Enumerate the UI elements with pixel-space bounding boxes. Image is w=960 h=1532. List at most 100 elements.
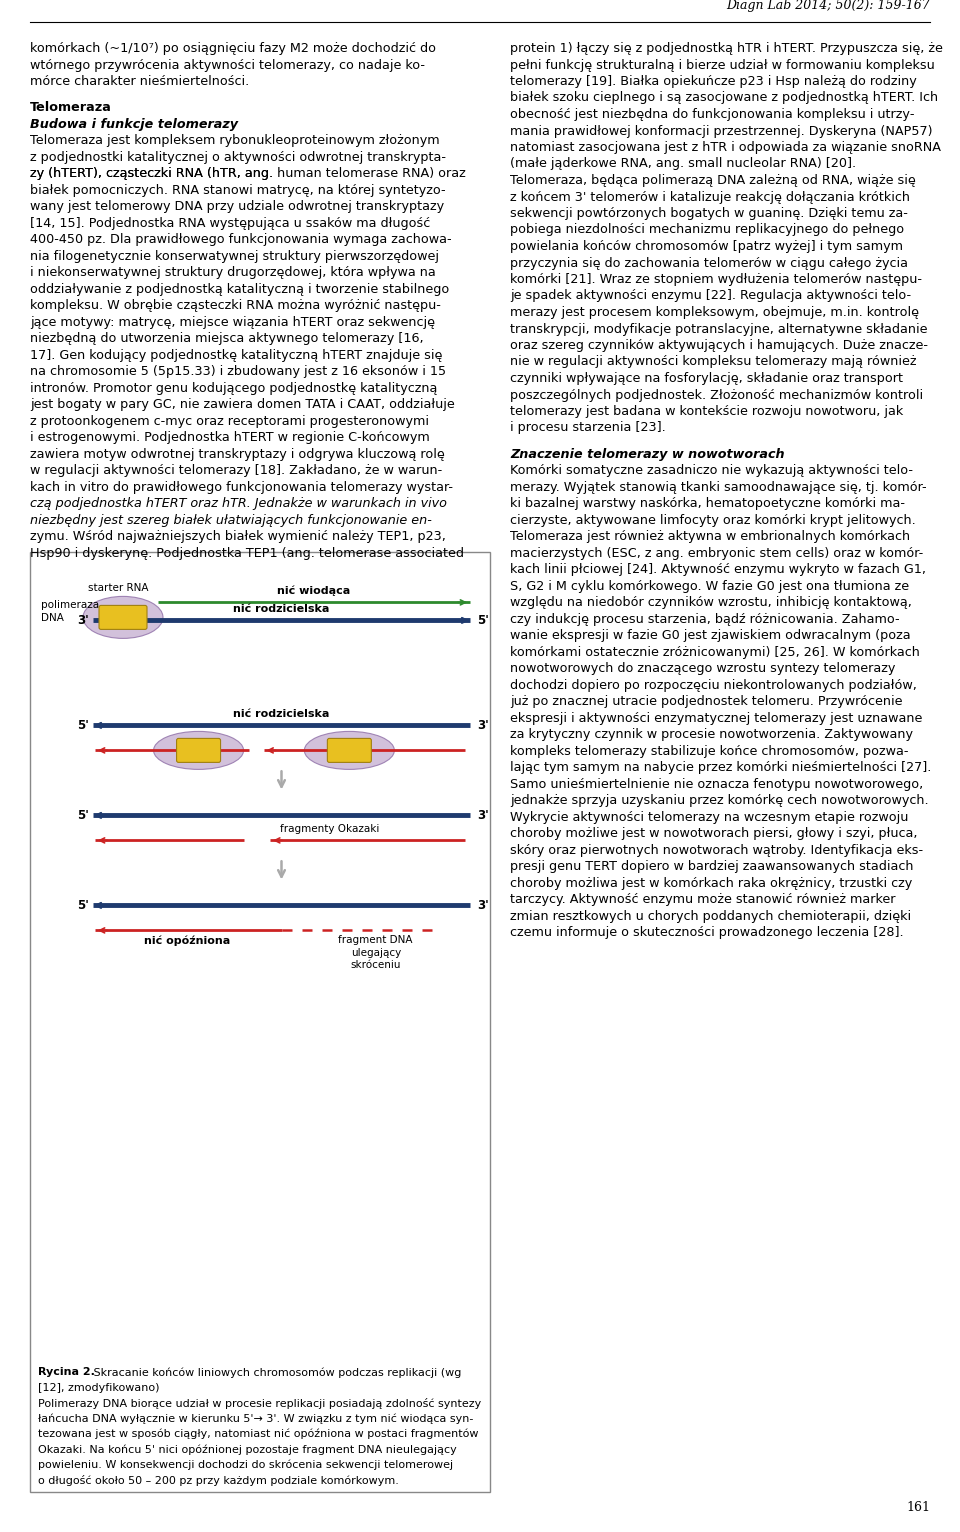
Text: dochodzi dopiero po rozpoczęciu niekontrolowanych podziałów,: dochodzi dopiero po rozpoczęciu niekontr…: [510, 679, 917, 692]
Text: komórkach (~1/10⁷) po osiągnięciu fazy M2 może dochodzić do: komórkach (~1/10⁷) po osiągnięciu fazy M…: [30, 41, 436, 55]
Text: fragment DNA
ulegający
skróceniu: fragment DNA ulegający skróceniu: [339, 936, 413, 970]
Text: pełni funkcję strukturalną i bierze udział w formowaniu kompleksu: pełni funkcję strukturalną i bierze udzi…: [510, 58, 935, 72]
Text: starter RNA: starter RNA: [87, 584, 148, 593]
Text: i estrogenowymi. Podjednostka hTERT w regionie C-końcowym: i estrogenowymi. Podjednostka hTERT w re…: [30, 432, 430, 444]
Text: lając tym samym na nabycie przez komórki nieśmiertelności [27].: lając tym samym na nabycie przez komórki…: [510, 761, 931, 774]
Text: komórki [21]. Wraz ze stopniem wydłużenia telomerów następu-: komórki [21]. Wraz ze stopniem wydłużeni…: [510, 273, 922, 286]
Text: oraz szereg czynników aktywujących i hamujących. Duże znacze-: oraz szereg czynników aktywujących i ham…: [510, 339, 928, 352]
Text: polimeraza
DNA: polimeraza DNA: [41, 601, 99, 622]
Text: z protoonkogenem c-myc oraz receptorami progesteronowymi: z protoonkogenem c-myc oraz receptorami …: [30, 415, 429, 427]
Text: powielania końców chromosomów [patrz wyżej] i tym samym: powielania końców chromosomów [patrz wyż…: [510, 241, 903, 253]
Text: macierzystych (ESC, z ang. embryonic stem cells) oraz w komór-: macierzystych (ESC, z ang. embryonic ste…: [510, 547, 924, 559]
Text: tezowana jest w sposób ciągły, natomiast nić opóźniona w postaci fragmentów: tezowana jest w sposób ciągły, natomiast…: [38, 1429, 478, 1439]
Text: protein 1) łączy się z podjednostką hTR i hTERT. Przypuszcza się, że: protein 1) łączy się z podjednostką hTR …: [510, 41, 943, 55]
Text: Samo unieśmiertelnienie nie oznacza fenotypu nowotworowego,: Samo unieśmiertelnienie nie oznacza feno…: [510, 778, 924, 791]
Text: w regulacji aktywności telomerazy [18]. Zakładano, że w warun-: w regulacji aktywności telomerazy [18]. …: [30, 464, 443, 478]
Text: Wykrycie aktywności telomerazy na wczesnym etapie rozwoju: Wykrycie aktywności telomerazy na wczesn…: [510, 810, 908, 824]
Text: 5': 5': [77, 899, 89, 912]
Text: Telomeraza, będąca polimerazą DNA zależną od RNA, wiąże się: Telomeraza, będąca polimerazą DNA zależn…: [510, 175, 916, 187]
Text: na chromosomie 5 (5p15.33) i zbudowany jest z 16 eksonów i 15: na chromosomie 5 (5p15.33) i zbudowany j…: [30, 366, 446, 378]
Text: jest bogaty w pary GC, nie zawiera domen TATA i CAAT, oddziałuje: jest bogaty w pary GC, nie zawiera domen…: [30, 398, 455, 412]
Text: tarczycy. Aktywność enzymu może stanowić również marker: tarczycy. Aktywność enzymu może stanowić…: [510, 893, 896, 907]
Text: jednakże sprzyja uzyskaniu przez komórkę cech nowotworowych.: jednakże sprzyja uzyskaniu przez komórkę…: [510, 795, 928, 807]
Text: transkrypcji, modyfikacje potranslacyjne, alternatywne składanie: transkrypcji, modyfikacje potranslacyjne…: [510, 323, 927, 336]
Text: telomerazy jest badana w kontekście rozwoju nowotworu, jak: telomerazy jest badana w kontekście rozw…: [510, 404, 903, 418]
Text: je spadek aktywności enzymu [22]. Regulacja aktywności telo-: je spadek aktywności enzymu [22]. Regula…: [510, 290, 911, 302]
Text: nić opóźniona: nić opóźniona: [144, 936, 230, 945]
Text: choroby możliwe jest w nowotworach piersi, głowy i szyi, płuca,: choroby możliwe jest w nowotworach piers…: [510, 827, 918, 841]
Text: jące motywy: matrycę, miejsce wiązania hTERT oraz sekwencję: jące motywy: matrycę, miejsce wiązania h…: [30, 316, 435, 329]
Text: fragmenty Okazaki: fragmenty Okazaki: [280, 824, 379, 835]
Text: komórkami ostatecznie zróżnicowanymi) [25, 26]. W komórkach: komórkami ostatecznie zróżnicowanymi) [2…: [510, 647, 920, 659]
Text: czy indukcję procesu starzenia, bądź różnicowania. Zahamo-: czy indukcję procesu starzenia, bądź róż…: [510, 613, 900, 627]
Text: pobiega niezdolności mechanizmu replikacyjnego do pełnego: pobiega niezdolności mechanizmu replikac…: [510, 224, 904, 236]
Text: 17]. Gen kodujący podjednostkę katalityczną hTERT znajduje się: 17]. Gen kodujący podjednostkę katalityc…: [30, 349, 443, 362]
Text: 5': 5': [77, 719, 89, 732]
Text: Okazaki. Na końcu 5' nici opóźnionej pozostaje fragment DNA nieulegający: Okazaki. Na końcu 5' nici opóźnionej poz…: [38, 1445, 457, 1454]
Text: z końcem 3' telomerów i katalizuje reakcję dołączania krótkich: z końcem 3' telomerów i katalizuje reakc…: [510, 190, 910, 204]
Text: białek szoku cieplnego i są zasocjowane z podjednostką hTERT. Ich: białek szoku cieplnego i są zasocjowane …: [510, 92, 938, 104]
Text: 3': 3': [477, 719, 489, 732]
Text: S, G2 i M cyklu komórkowego. W fazie G0 jest ona tłumiona ze: S, G2 i M cyklu komórkowego. W fazie G0 …: [510, 581, 909, 593]
Text: niezbędny jest szereg białek ułatwiających funkcjonowanie en-: niezbędny jest szereg białek ułatwiający…: [30, 513, 432, 527]
Text: i procesu starzenia [23].: i procesu starzenia [23].: [510, 421, 665, 435]
Text: nia filogenetycznie konserwatywnej struktury pierwszorzędowej: nia filogenetycznie konserwatywnej struk…: [30, 250, 439, 264]
Ellipse shape: [154, 731, 244, 769]
FancyBboxPatch shape: [327, 738, 372, 763]
Text: natomiast zasocjowana jest z hTR i odpowiada za wiązanie snoRNA: natomiast zasocjowana jest z hTR i odpow…: [510, 141, 941, 155]
Text: telomerazy [19]. Białka opiekuńcze p23 i Hsp należą do rodziny: telomerazy [19]. Białka opiekuńcze p23 i…: [510, 75, 917, 87]
Text: zy (hTERT), cząsteczki RNA (hTR, ang.: zy (hTERT), cząsteczki RNA (hTR, ang.: [30, 167, 277, 181]
Text: ki bazalnej warstwy naskórka, hematopoetyczne komórki ma-: ki bazalnej warstwy naskórka, hematopoet…: [510, 498, 905, 510]
Text: za krytyczny czynnik w procesie nowotworzenia. Zaktywowany: za krytyczny czynnik w procesie nowotwor…: [510, 728, 913, 741]
Text: kompleksu. W obrębie cząsteczki RNA można wyróżnić następu-: kompleksu. W obrębie cząsteczki RNA możn…: [30, 299, 441, 313]
Text: 400-450 pz. Dla prawidłowego funkcjonowania wymaga zachowa-: 400-450 pz. Dla prawidłowego funkcjonowa…: [30, 233, 451, 247]
Text: [12], zmodyfikowano): [12], zmodyfikowano): [38, 1383, 159, 1393]
Text: nie w regulacji aktywności kompleksu telomerazy mają również: nie w regulacji aktywności kompleksu tel…: [510, 355, 917, 369]
Text: Komórki somatyczne zasadniczo nie wykazują aktywności telo-: Komórki somatyczne zasadniczo nie wykazu…: [510, 464, 913, 478]
Text: 5': 5': [77, 809, 89, 821]
Text: Skracanie końców liniowych chromosomów podczas replikacji (wg: Skracanie końców liniowych chromosomów p…: [90, 1367, 462, 1377]
Text: nić wiodąca: nić wiodąca: [277, 585, 350, 596]
Text: oddziaływanie z podjednostką katalityczną i tworzenie stabilnego: oddziaływanie z podjednostką katalityczn…: [30, 283, 449, 296]
Text: [14, 15]. Podjednostka RNA występująca u ssaków ma długość: [14, 15]. Podjednostka RNA występująca u…: [30, 218, 430, 230]
Text: nowotworowych do znaczącego wzrostu syntezy telomerazy: nowotworowych do znaczącego wzrostu synt…: [510, 662, 896, 676]
Text: intronów. Promotor genu kodującego podjednostkę katalityczną: intronów. Promotor genu kodującego podje…: [30, 381, 438, 395]
Text: wtórnego przywrócenia aktywności telomerazy, co nadaje ko-: wtórnego przywrócenia aktywności telomer…: [30, 58, 425, 72]
Text: Znaczenie telomerazy w nowotworach: Znaczenie telomerazy w nowotworach: [510, 447, 784, 461]
Text: Telomeraza: Telomeraza: [30, 101, 112, 115]
Text: kach in vitro do prawidłowego funkcjonowania telomerazy wystar-: kach in vitro do prawidłowego funkcjonow…: [30, 481, 453, 493]
Ellipse shape: [304, 731, 395, 769]
Text: (małe jąderkowe RNA, ang. small nucleolar RNA) [20].: (małe jąderkowe RNA, ang. small nucleola…: [510, 158, 856, 170]
Text: mórce charakter nieśmiertelności.: mórce charakter nieśmiertelności.: [30, 75, 250, 87]
Text: powieleniu. W konsekwencji dochodzi do skrócenia sekwencji telomerowej: powieleniu. W konsekwencji dochodzi do s…: [38, 1460, 453, 1469]
Text: Polimerazy DNA biorące udział w procesie replikacji posiadają zdolność syntezy: Polimerazy DNA biorące udział w procesie…: [38, 1399, 481, 1409]
Text: o długość około 50 – 200 pz przy każdym podziale komórkowym.: o długość około 50 – 200 pz przy każdym …: [38, 1475, 398, 1486]
Text: czemu informuje o skuteczności prowadzonego leczenia [28].: czemu informuje o skuteczności prowadzon…: [510, 927, 903, 939]
Text: Hsp90 i dyskerynę. Podjednostka TEP1 (ang. telomerase associated: Hsp90 i dyskerynę. Podjednostka TEP1 (an…: [30, 547, 464, 559]
Text: zy (hTERT), cząsteczki RNA (hTR, ang. human telomerase RNA) oraz: zy (hTERT), cząsteczki RNA (hTR, ang. hu…: [30, 167, 466, 181]
Text: nić rodzicielska: nić rodzicielska: [233, 605, 329, 614]
Text: niezbędną do utworzenia miejsca aktywnego telomerazy [16,: niezbędną do utworzenia miejsca aktywneg…: [30, 332, 423, 345]
Text: wany jest telomerowy DNA przy udziale odwrotnej transkryptazy: wany jest telomerowy DNA przy udziale od…: [30, 201, 444, 213]
Text: łańcucha DNA wyłącznie w kierunku 5'→ 3'. W związku z tym nić wiodąca syn-: łańcucha DNA wyłącznie w kierunku 5'→ 3'…: [38, 1414, 473, 1423]
FancyBboxPatch shape: [99, 605, 147, 630]
Text: 3': 3': [77, 614, 89, 627]
Text: Telomeraza jest również aktywna w embrionalnych komórkach: Telomeraza jest również aktywna w embrio…: [510, 530, 910, 544]
Text: wanie ekspresji w fazie G0 jest zjawiskiem odwracalnym (poza: wanie ekspresji w fazie G0 jest zjawiski…: [510, 630, 911, 642]
FancyBboxPatch shape: [177, 738, 221, 763]
Text: zymu. Wśród najważniejszych białek wymienić należy TEP1, p23,: zymu. Wśród najważniejszych białek wymie…: [30, 530, 445, 544]
Text: kach linii płciowej [24]. Aktywność enzymu wykryto w fazach G1,: kach linii płciowej [24]. Aktywność enzy…: [510, 564, 926, 576]
Text: przyczynia się do zachowania telomerów w ciągu całego życia: przyczynia się do zachowania telomerów w…: [510, 256, 908, 270]
Text: nić rodzicielska: nić rodzicielska: [233, 709, 329, 720]
Text: już po znacznej utracie podjednostek telomeru. Przywrócenie: już po znacznej utracie podjednostek tel…: [510, 696, 902, 708]
Text: sekwencji powtórzonych bogatych w guaninę. Dzięki temu za-: sekwencji powtórzonych bogatych w guanin…: [510, 207, 908, 221]
Text: białek pomocniczych. RNA stanowi matrycę, na której syntetyzo-: białek pomocniczych. RNA stanowi matrycę…: [30, 184, 445, 198]
Text: 3': 3': [477, 809, 489, 821]
Text: względu na niedobór czynników wzrostu, inhibicję kontaktową,: względu na niedobór czynników wzrostu, i…: [510, 596, 912, 610]
Text: 161: 161: [906, 1501, 930, 1514]
Text: 3': 3': [477, 899, 489, 912]
Text: Diagn Lab 2014; 50(2): 159-167: Diagn Lab 2014; 50(2): 159-167: [727, 0, 930, 12]
Text: kompleks telomerazy stabilizuje końce chromosomów, pozwa-: kompleks telomerazy stabilizuje końce ch…: [510, 745, 908, 758]
Text: presji genu TERT dopiero w bardziej zaawansowanych stadiach: presji genu TERT dopiero w bardziej zaaw…: [510, 861, 914, 873]
Ellipse shape: [83, 596, 163, 639]
